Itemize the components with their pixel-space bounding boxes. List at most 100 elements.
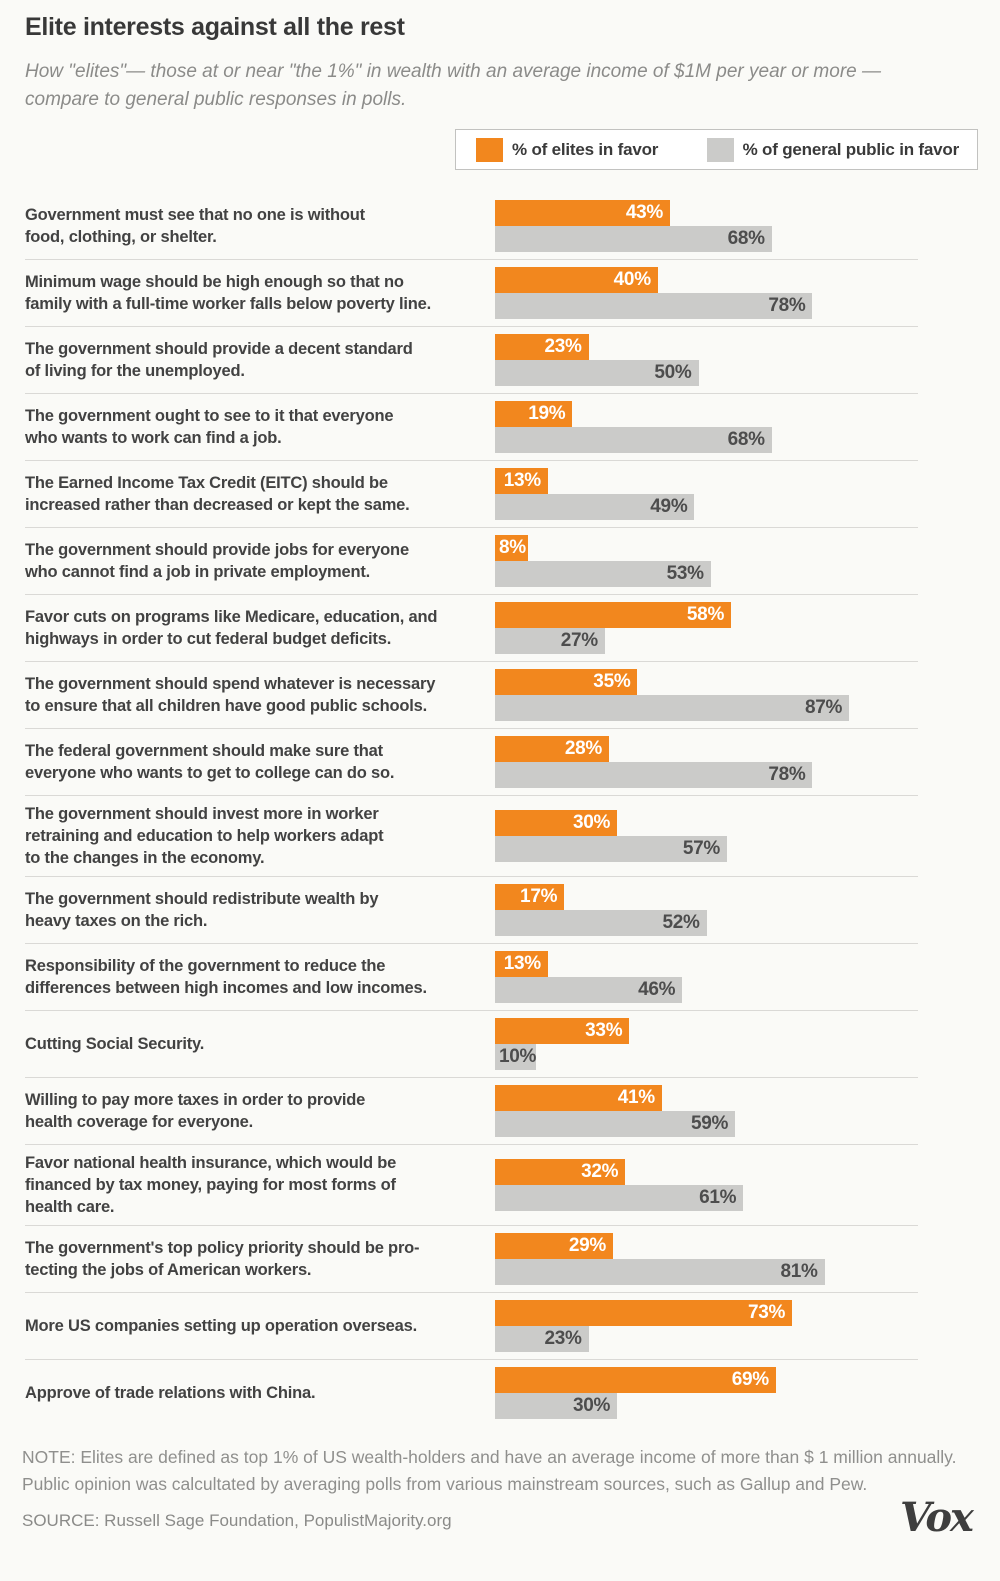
public-value: 81%: [780, 1261, 818, 1282]
source-credit: SOURCE: Russell Sage Foundation, Populis…: [22, 1511, 452, 1530]
chart-row: The government should provide a decent s…: [25, 326, 918, 393]
elites-value: 19%: [528, 403, 566, 424]
elites-bar: 40%: [495, 267, 658, 293]
public-bar: 50%: [495, 360, 699, 386]
public-bar: 81%: [495, 1259, 825, 1285]
elites-bar: 17%: [495, 884, 565, 910]
statement-label: The government should provide jobs for e…: [25, 541, 409, 581]
public-bar: 57%: [495, 836, 727, 862]
statement-label: Cutting Social Security.: [25, 1035, 205, 1053]
statement-label: The government ought to see to it that e…: [25, 407, 394, 447]
elites-bar: 19%: [495, 401, 573, 427]
public-bar: 46%: [495, 977, 683, 1003]
bar-group: 33% 10%: [495, 1018, 918, 1070]
public-value: 46%: [638, 979, 676, 1000]
chart-row: The federal government should make sure …: [25, 728, 918, 795]
bar-group: 19% 68%: [495, 401, 918, 453]
statement-label: Minimum wage should be high enough so th…: [25, 273, 431, 313]
public-bar: 53%: [495, 561, 711, 587]
elites-bar: 73%: [495, 1300, 793, 1326]
bar-chart: Government must see that no one is witho…: [25, 193, 918, 1426]
elites-value: 17%: [520, 886, 558, 907]
public-value: 78%: [768, 764, 806, 785]
statement-label: Responsibility of the government to redu…: [25, 957, 427, 997]
chart-row: The government should spend whatever is …: [25, 661, 918, 728]
statement-label: The government should invest more in wor…: [25, 805, 384, 867]
statement-label: Favor national health insurance, which w…: [25, 1154, 397, 1216]
elites-value: 40%: [613, 269, 651, 290]
elites-bar: 29%: [495, 1233, 614, 1259]
elites-value: 69%: [731, 1369, 769, 1390]
public-bar: 78%: [495, 762, 813, 788]
bar-group: 8% 53%: [495, 535, 918, 587]
elites-bar: 43%: [495, 200, 670, 226]
bar-group: 13% 49%: [495, 468, 918, 520]
bar-group: 35% 87%: [495, 669, 918, 721]
public-bar: 87%: [495, 695, 850, 721]
elites-value: 58%: [686, 604, 725, 625]
elites-value: 35%: [593, 671, 631, 692]
public-bar: 59%: [495, 1111, 736, 1137]
elites-bar: 69%: [495, 1367, 776, 1393]
elites-bar: 13%: [495, 468, 548, 494]
elites-value: 43%: [625, 202, 663, 223]
elites-bar: 41%: [495, 1085, 662, 1111]
public-value: 50%: [654, 362, 692, 383]
bar-group: 32% 61%: [495, 1159, 918, 1211]
elites-legend-label: % of elites in favor: [512, 139, 659, 159]
statement-label: Approve of trade relations with China.: [25, 1384, 316, 1402]
bar-group: 23% 50%: [495, 334, 918, 386]
legend: % of elites in favor % of general public…: [455, 129, 978, 170]
chart-row: The government ought to see to it that e…: [25, 393, 918, 460]
public-value: 27%: [560, 630, 598, 651]
statement-label: Willing to pay more taxes in order to pr…: [25, 1091, 366, 1131]
elites-value: 73%: [747, 1302, 786, 1323]
statement-label: Favor cuts on programs like Medicare, ed…: [25, 608, 438, 648]
bar-group: 43% 68%: [495, 200, 918, 252]
statement-label: The government's top policy priority sho…: [25, 1239, 420, 1279]
elites-bar: 33%: [495, 1018, 630, 1044]
public-legend-label: % of general public in favor: [742, 139, 960, 159]
public-value: 59%: [690, 1113, 729, 1134]
public-swatch: [706, 137, 734, 162]
statement-label: The government should provide a decent s…: [25, 340, 413, 380]
page-subtitle: How "elites"— those at or near "the 1%" …: [25, 61, 881, 110]
chart-row: The government should invest more in wor…: [25, 795, 918, 876]
statement-label: The federal government should make sure …: [25, 742, 395, 782]
legend-item-public: % of general public in favor: [706, 137, 960, 162]
elites-bar: 28%: [495, 736, 609, 762]
elites-bar: 30%: [495, 810, 618, 836]
elites-value: 23%: [544, 336, 582, 357]
elites-value: 28%: [564, 738, 602, 759]
chart-row: Responsibility of the government to redu…: [25, 943, 918, 1010]
public-bar: 30%: [495, 1393, 618, 1419]
public-value: 30%: [572, 1395, 611, 1416]
elites-value: 41%: [617, 1087, 655, 1108]
chart-row: More US companies setting up operation o…: [25, 1292, 918, 1359]
elites-value: 33%: [585, 1020, 623, 1041]
elites-value: 29%: [568, 1235, 607, 1256]
elites-bar: 23%: [495, 334, 589, 360]
public-bar: 52%: [495, 910, 707, 936]
bar-group: 41% 59%: [495, 1085, 918, 1137]
public-value: 52%: [662, 912, 700, 933]
bar-group: 17% 52%: [495, 884, 918, 936]
statement-label: The government should redistribute wealt…: [25, 890, 379, 930]
public-bar: 10%: [495, 1044, 536, 1070]
statement-label: Government must see that no one is witho…: [25, 206, 365, 246]
elites-bar: 13%: [495, 951, 548, 977]
public-bar: 68%: [495, 427, 772, 453]
public-bar: 68%: [495, 226, 772, 252]
chart-row: The Earned Income Tax Credit (EITC) shou…: [25, 460, 918, 527]
chart-row: The government's top policy priority sho…: [25, 1225, 918, 1292]
public-bar: 78%: [495, 293, 813, 319]
elites-swatch: [476, 137, 503, 162]
elites-bar: 8%: [495, 535, 528, 561]
elites-value: 13%: [503, 470, 541, 491]
public-bar: 61%: [495, 1185, 744, 1211]
statement-label: The Earned Income Tax Credit (EITC) shou…: [25, 474, 410, 514]
public-value: 68%: [727, 228, 765, 249]
statement-label: The government should spend whatever is …: [25, 675, 436, 715]
chart-row: The government should redistribute wealt…: [25, 876, 918, 943]
bar-group: 29% 81%: [495, 1233, 918, 1285]
